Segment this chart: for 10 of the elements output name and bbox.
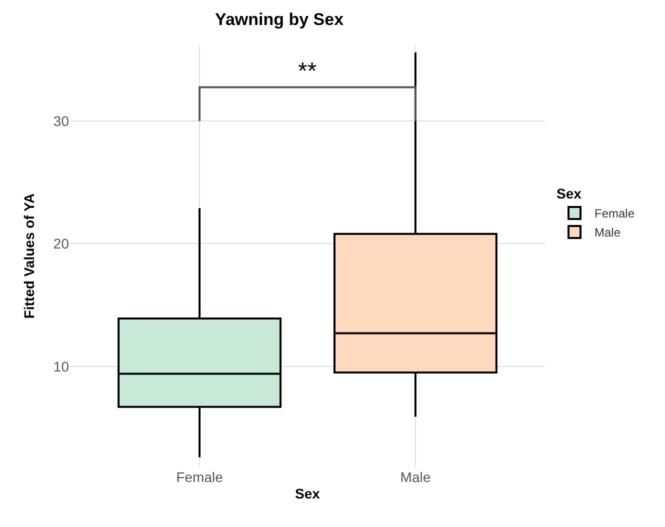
y-tick-label: 20 (53, 236, 70, 252)
x-axis-title: Sex (295, 485, 320, 502)
legend-label: Female (594, 206, 635, 221)
chart-title: Yawning by Sex (215, 10, 344, 30)
y-tick-label: 30 (53, 112, 70, 129)
y-axis-title: Fitted Values of YA (21, 193, 38, 319)
legend-label: Male (594, 226, 621, 240)
legend-title: Sex (556, 186, 582, 202)
annotation: ** (298, 58, 317, 85)
y-tick-label: 10 (53, 358, 70, 374)
